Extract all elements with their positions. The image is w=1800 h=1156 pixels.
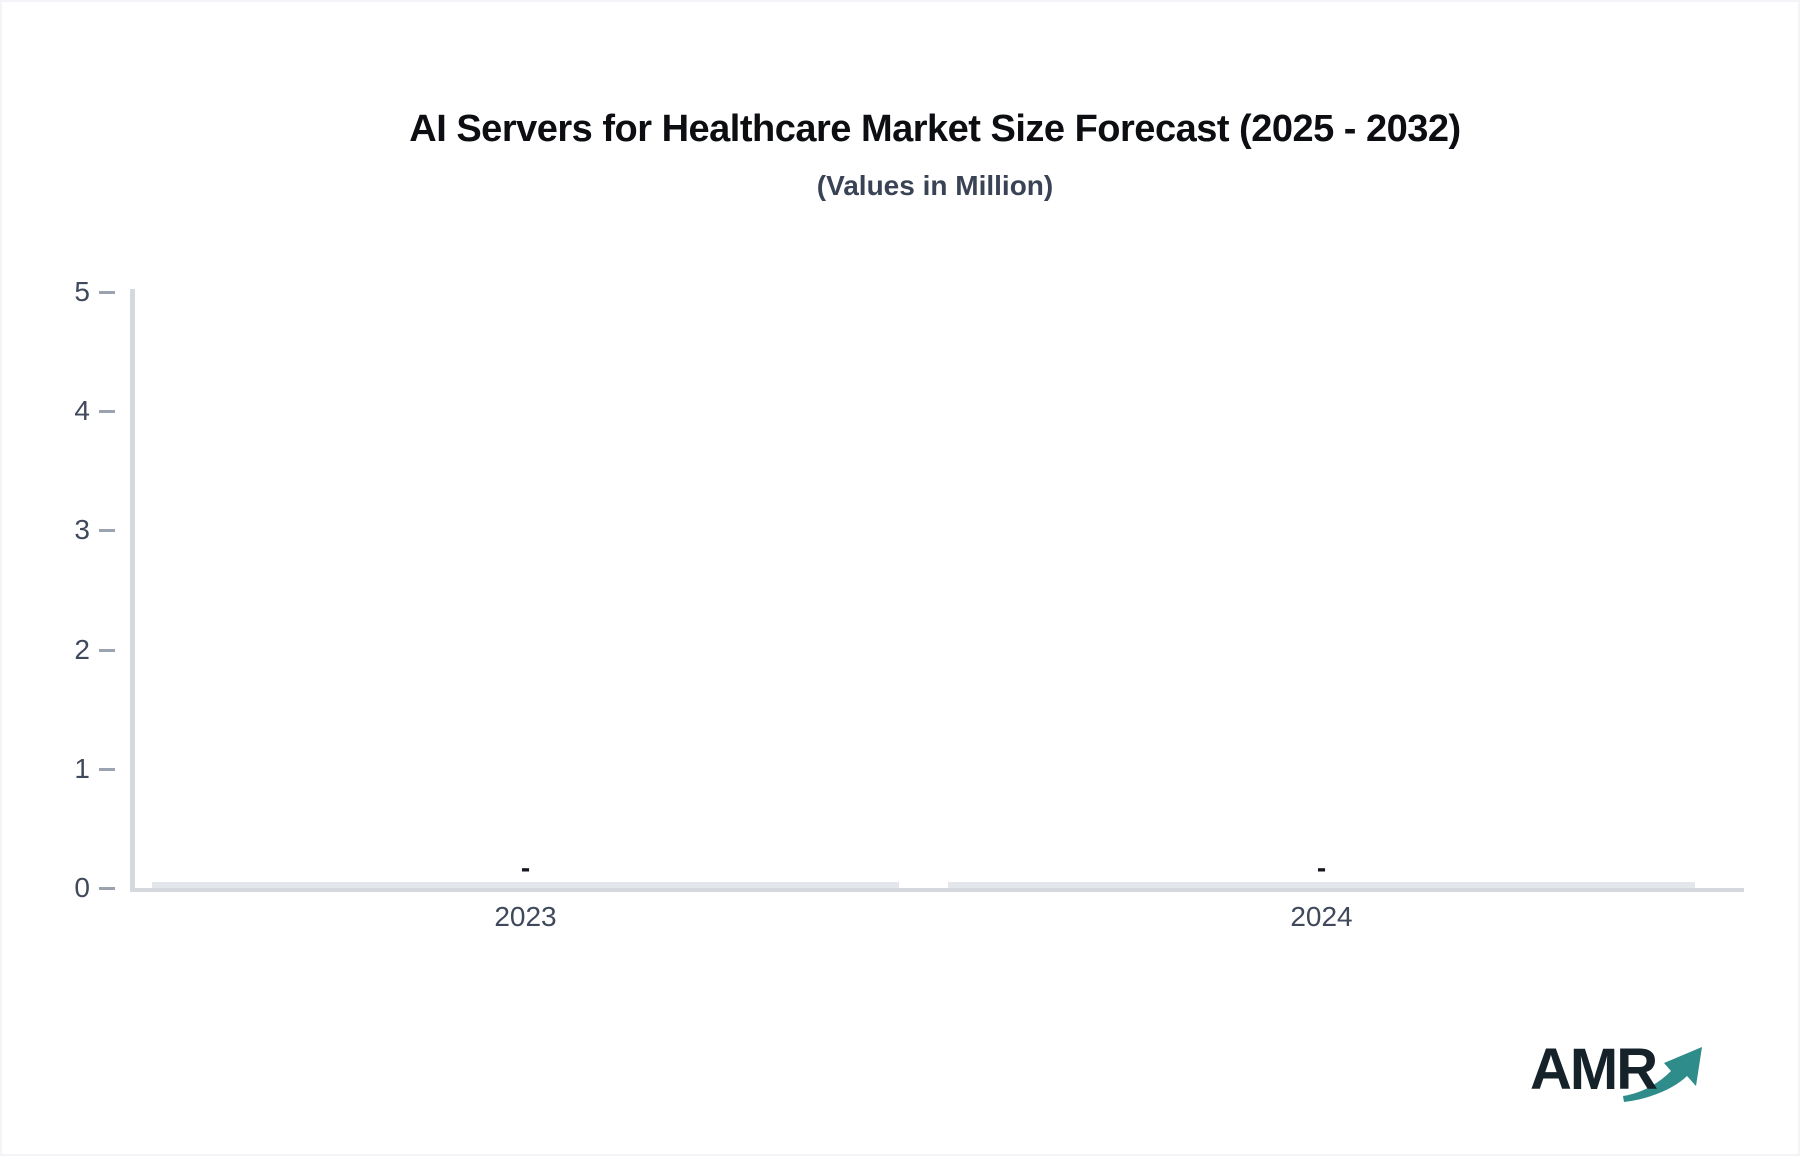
amr-logo: AMR [1530,1040,1720,1120]
growth-arrow-icon [1623,1047,1702,1102]
amr-logo-text: AMR [1530,1037,1658,1102]
y-tick-label: 2 [74,633,90,665]
bar [152,882,899,888]
y-tick-dash [99,410,115,414]
y-axis-line [130,289,135,892]
x-category-label: 2023 [494,901,557,932]
chart-subtitle: (Values in Million) [816,170,1054,201]
y-tick-label: 5 [74,276,90,307]
y-tick-label: 0 [74,872,90,903]
y-tick-dash [99,767,115,771]
chart-title: AI Servers for Healthcare Market Size Fo… [409,108,1461,150]
y-tick-label: 1 [74,752,90,784]
y-tick-dash [99,291,115,294]
y-tick-label: 3 [74,514,90,546]
bar-value-dash: - [1316,852,1327,883]
y-tick-dash [99,887,115,890]
bar [948,882,1695,888]
x-category-label: 2024 [1290,901,1353,932]
bar-value-dash: - [520,852,531,883]
y-tick-dash [99,648,115,652]
y-tick-label: 4 [74,395,90,427]
y-tick-dash [99,529,115,533]
x-axis-line [130,888,1744,892]
